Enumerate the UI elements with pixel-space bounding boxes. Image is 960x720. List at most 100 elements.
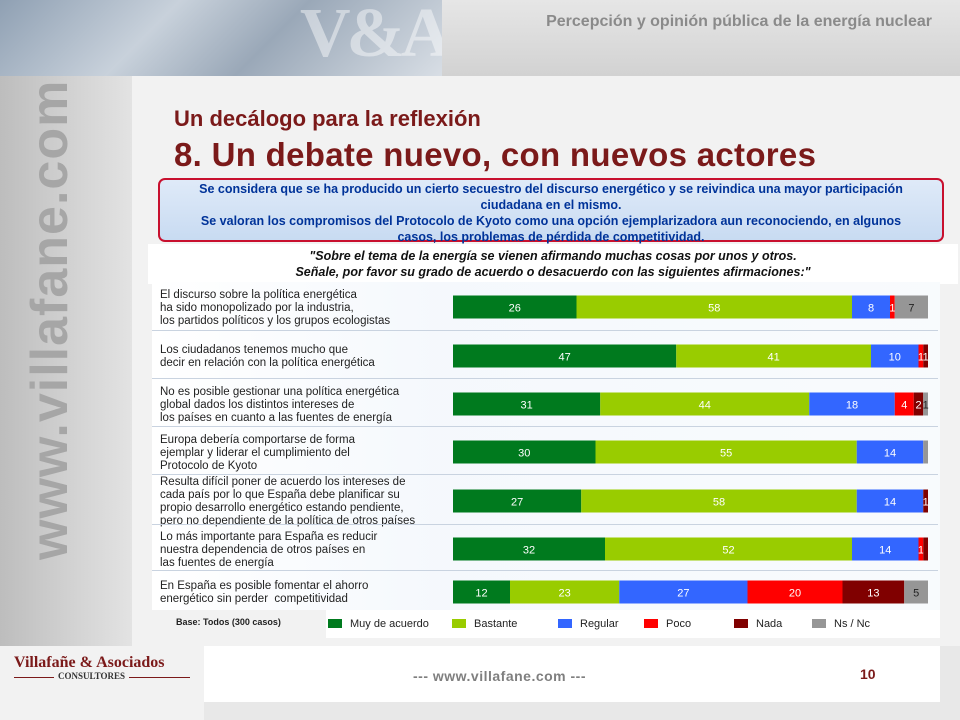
category-label: No es posible gestionar una política ene…	[160, 385, 400, 424]
bar-segment	[747, 580, 843, 604]
data-label: 1	[889, 303, 895, 315]
stacked-bar-chart: El discurso sobre la política energética…	[152, 282, 940, 610]
bar-segment	[600, 392, 810, 416]
summary-line: Se considera que se ha producido un cier…	[199, 182, 903, 196]
data-label: 26	[509, 303, 521, 315]
logo-name: Villafañe & Asociados	[14, 654, 165, 671]
data-label: 10	[889, 352, 901, 364]
data-label: 2	[915, 400, 921, 412]
bar-segment	[856, 440, 924, 464]
data-label: 41	[768, 352, 780, 364]
bar-segment	[842, 580, 905, 604]
chart-legend: Muy de acuerdo Bastante Regular Poco Nada Ns …	[326, 610, 940, 638]
data-label: 23	[559, 588, 571, 600]
data-label: 1	[923, 352, 929, 364]
legend-item: Poco	[644, 618, 691, 630]
bar-segment	[581, 489, 857, 513]
left-decorative-strip	[0, 0, 132, 720]
banner-monogram: V&A	[300, 0, 451, 72]
summary-box: Se considera que se ha producido un cier…	[158, 178, 944, 244]
data-label: 14	[879, 545, 891, 557]
bar-segment	[894, 295, 928, 319]
bar-segment	[453, 392, 601, 416]
data-label: 5	[913, 588, 919, 600]
bar-segment	[923, 392, 928, 416]
legend-item: Nada	[734, 618, 782, 630]
data-label: 47	[559, 352, 571, 364]
bar-segment	[904, 580, 928, 604]
legend-item: Bastante	[452, 618, 517, 630]
row-separator	[152, 378, 938, 379]
legend-label: Muy de acuerdo	[350, 618, 429, 630]
data-label: 20	[789, 588, 801, 600]
data-label: 58	[708, 303, 720, 315]
bar-segment	[923, 440, 928, 464]
legend-label: Bastante	[474, 618, 518, 630]
question-line: "Sobre el tema de la energía se vienen a…	[309, 249, 797, 263]
category-label: En España es posible fomentar el ahorro …	[160, 580, 369, 605]
data-label: 14	[884, 497, 896, 509]
data-label: 58	[713, 497, 725, 509]
data-label: 30	[518, 448, 530, 460]
legend-swatch	[328, 619, 342, 628]
survey-question: "Sobre el tema de la energía se vienen a…	[148, 244, 958, 284]
bar-segment	[605, 537, 852, 561]
footer: Villafañe & Asociados CONSULTORES	[0, 646, 960, 720]
data-label: 52	[722, 545, 734, 557]
data-label: 1	[923, 400, 929, 412]
bar-segment	[923, 344, 928, 368]
legend-item: Muy de acuerdo	[328, 618, 429, 630]
header-bar: Percepción y opinión pública de la energ…	[442, 0, 960, 76]
bar-segment	[453, 489, 582, 513]
bar-segment	[890, 295, 895, 319]
bar-segment	[453, 440, 596, 464]
row-separator	[152, 426, 938, 427]
bar-segment	[856, 489, 924, 513]
data-label: 32	[523, 545, 535, 557]
question-line: Señale, por favor su grado de acuerdo o …	[295, 265, 811, 279]
legend-swatch	[452, 619, 466, 628]
footer-url[interactable]: --- www.villafane.com ---	[413, 668, 586, 684]
page-title: 8. Un debate nuevo, con nuevos actores	[174, 136, 817, 173]
legend-swatch	[644, 619, 658, 628]
data-label: 4	[901, 400, 907, 412]
bar-segment	[918, 537, 924, 561]
bar-segment	[676, 344, 871, 368]
data-label: 8	[868, 303, 874, 315]
bar-segment	[913, 392, 924, 416]
data-label: 1	[918, 352, 924, 364]
bar-segment	[453, 344, 677, 368]
company-logo: Villafañe & Asociados CONSULTORES	[0, 646, 204, 720]
data-label: 55	[720, 448, 732, 460]
slide-header-title: Percepción y opinión pública de la energ…	[546, 13, 932, 30]
data-label: 1	[918, 545, 924, 557]
logo-subtitle: CONSULTORES	[54, 671, 130, 681]
bar-segment	[453, 537, 605, 561]
bar-segment	[852, 537, 919, 561]
summary-line: ciudadana en el mismo.	[480, 198, 622, 212]
row-separator	[152, 570, 938, 571]
legend-swatch	[812, 619, 826, 628]
row-separator	[152, 330, 938, 331]
category-label: Los ciudadanos tenemos mucho que decir e…	[160, 344, 375, 369]
bar-segment	[918, 344, 924, 368]
bar-segment	[809, 392, 895, 416]
header-banner-image: V&A	[0, 0, 451, 76]
legend-swatch	[734, 619, 748, 628]
bar-segment	[595, 440, 857, 464]
legend-label: Poco	[666, 618, 692, 630]
bar-segment	[619, 580, 748, 604]
bar-segment	[894, 392, 914, 416]
bar-segment	[923, 537, 928, 561]
legend-swatch	[558, 619, 572, 628]
data-label: 12	[475, 588, 487, 600]
data-label: 1	[923, 497, 929, 509]
legend-item: Regular	[558, 618, 619, 630]
section-subtitle: Un decálogo para la reflexión	[174, 106, 481, 131]
footer-panel	[204, 646, 940, 702]
data-label: 18	[846, 400, 858, 412]
legend-label: Regular	[580, 618, 619, 630]
data-label: 31	[521, 400, 533, 412]
category-label: Europa debería comportarse de forma ejem…	[160, 433, 355, 472]
